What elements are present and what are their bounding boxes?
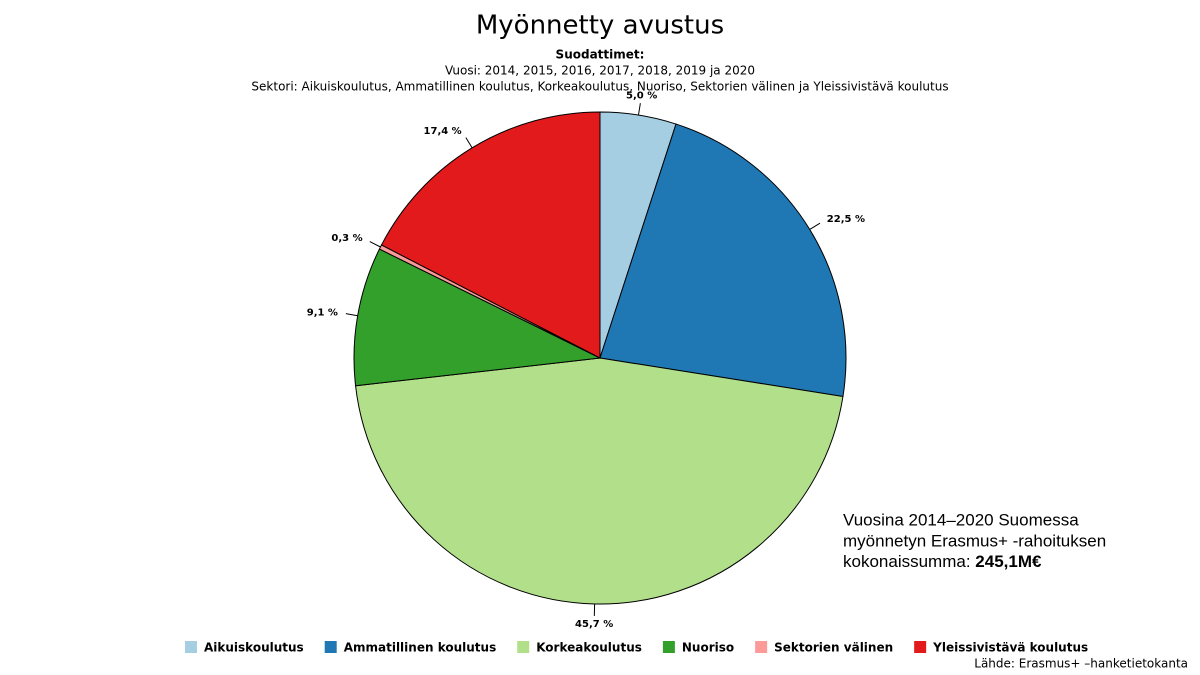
- pie-slice: [353, 248, 602, 387]
- legend-label: Korkeakoulutus: [536, 641, 642, 655]
- annotation-total: 245,1M€: [975, 552, 1042, 571]
- legend-label: Aikuiskoulutus: [204, 641, 304, 655]
- legend-swatch: [662, 641, 675, 653]
- data-label: 22,5 %: [827, 214, 865, 225]
- annotation: kokonaissumma: 245,1M€: [843, 552, 1042, 571]
- legend-label: Nuoriso: [682, 641, 734, 655]
- leader-line: [345, 313, 358, 317]
- legend-swatch: [185, 641, 197, 653]
- leader-line: [809, 222, 821, 230]
- pie-slice: [599, 123, 847, 398]
- legend-swatch: [914, 641, 927, 653]
- legend-swatch: [517, 641, 530, 653]
- source: Lähde: Erasmus+ –hanketietokanta: [974, 657, 1188, 671]
- data-label: 5,0 %: [626, 90, 657, 101]
- legend-label: Yleissivistävä koulutus: [932, 641, 1088, 655]
- leader-line: [637, 103, 641, 116]
- data-label: 0,3 %: [331, 233, 362, 244]
- annotation: myönnetyn Erasmus+ -rahoituksen: [843, 531, 1106, 550]
- subtitle: Suodattimet:: [556, 48, 645, 62]
- legend-swatch: [755, 641, 768, 653]
- legend-label: Ammatillinen koulutus: [344, 641, 497, 655]
- data-label: 45,7 %: [575, 619, 613, 630]
- legend-label: Sektorien välinen: [774, 641, 893, 655]
- data-label: 9,1 %: [307, 307, 338, 318]
- chart-title: Myönnetty avustus: [476, 11, 724, 41]
- leader-line: [465, 137, 473, 149]
- leader-line: [369, 241, 381, 248]
- pie-slice: [380, 111, 601, 359]
- subtitle: Vuosi: 2014, 2015, 2016, 2017, 2018, 201…: [445, 64, 755, 78]
- annotation-text: kokonaissumma:: [843, 552, 971, 571]
- subtitle: Sektori: Aikuiskoulutus, Ammatillinen ko…: [251, 80, 948, 94]
- data-label: 17,4 %: [424, 126, 462, 137]
- pie-slice: [355, 357, 844, 605]
- legend-swatch: [324, 641, 337, 653]
- annotation: Vuosina 2014–2020 Suomessa: [843, 510, 1079, 529]
